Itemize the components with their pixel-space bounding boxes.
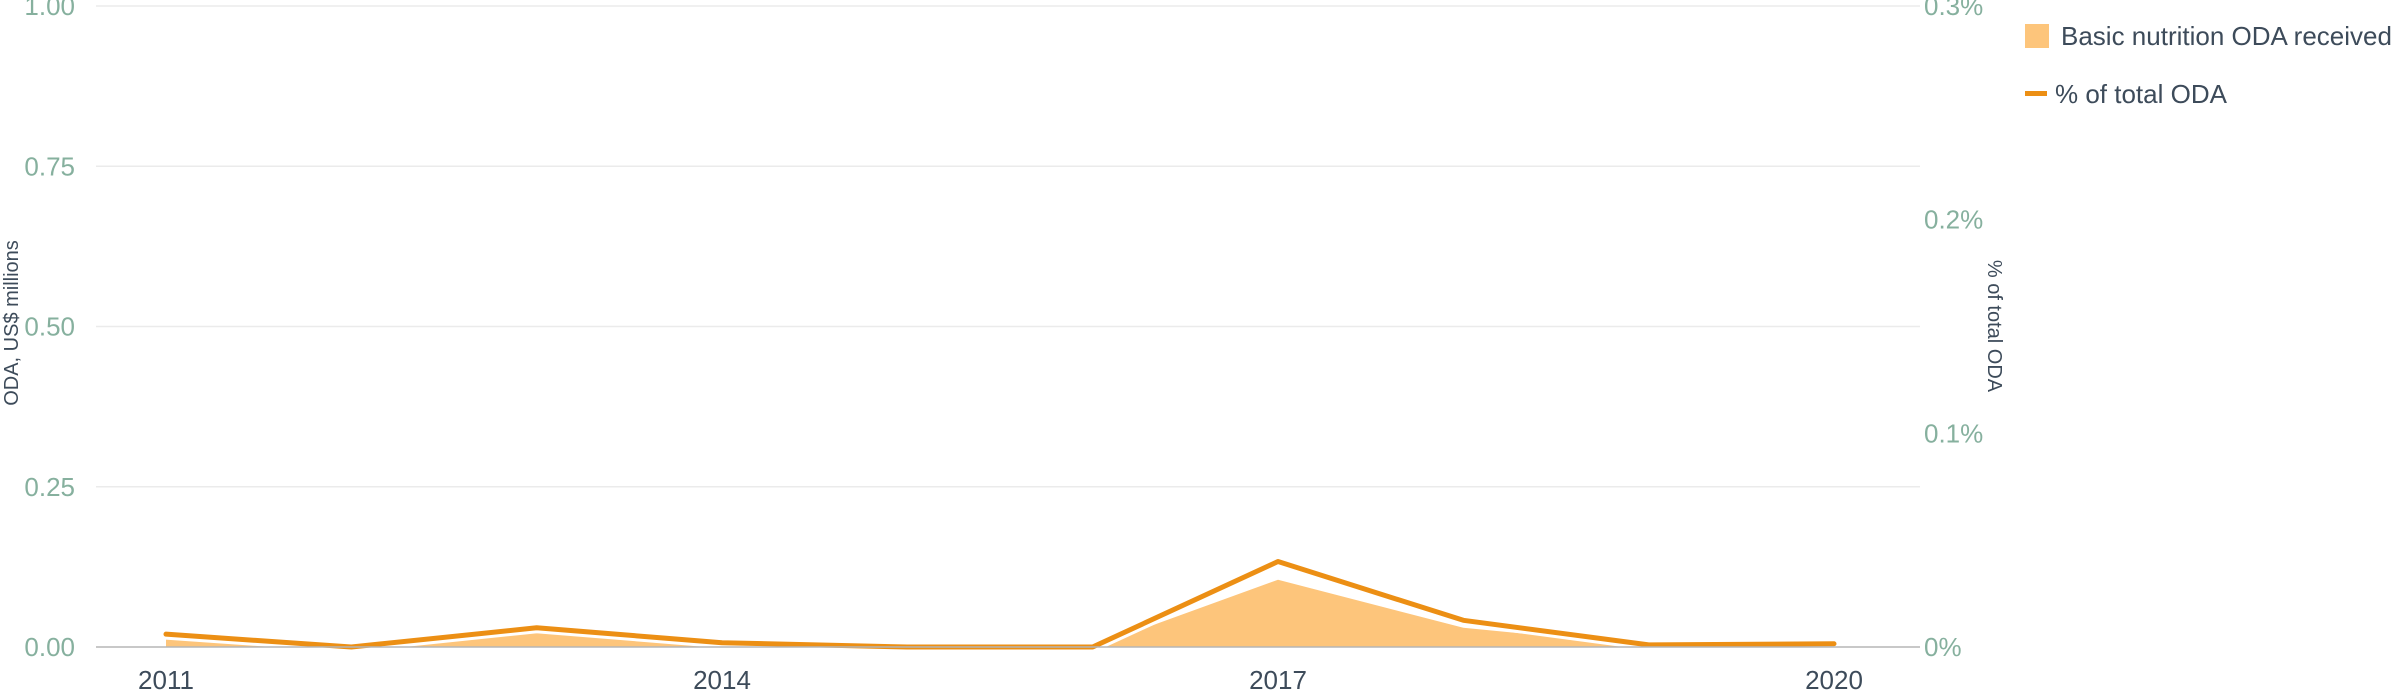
line-point[interactable] <box>1457 614 1469 626</box>
legend-area-label: Basic nutrition ODA received <box>2061 21 2392 51</box>
line-layer <box>160 556 1840 653</box>
legend-item-area[interactable]: Basic nutrition ODA received <box>2025 21 2392 51</box>
line-point[interactable] <box>1643 639 1655 651</box>
y-right-tick-label: 0.2% <box>1924 205 1983 235</box>
x-tick-label: 2017 <box>1249 665 1307 695</box>
line-point[interactable] <box>1828 638 1840 650</box>
y-right-tick-label: 0% <box>1924 632 1962 662</box>
y-right-tick-label: 0.1% <box>1924 418 1983 448</box>
y-axis-left-title: ODA, US$ millions <box>1 240 23 406</box>
x-tick-label: 2020 <box>1805 665 1863 695</box>
y-left-tick-label: 0.25 <box>24 472 75 502</box>
line-series-pct-total-oda[interactable] <box>163 559 1837 650</box>
legend-line-label: % of total ODA <box>2055 79 2228 109</box>
y-right-tick-label: 0.3% <box>1924 0 1983 21</box>
legend-line-swatch <box>2025 91 2047 96</box>
grid-layer <box>96 5 1920 488</box>
y-left-tick-label: 0.50 <box>24 312 75 342</box>
legend[interactable]: Basic nutrition ODA received % of total … <box>2025 21 2392 109</box>
line-point[interactable] <box>1272 556 1284 568</box>
x-tick-label: 2014 <box>693 665 751 695</box>
legend-area-swatch <box>2025 24 2049 48</box>
y-left-tick-label: 1.00 <box>24 0 75 21</box>
y-left-tick-label: 0.00 <box>24 632 75 662</box>
line-point[interactable] <box>160 628 172 640</box>
legend-item-line[interactable]: % of total ODA <box>2025 79 2228 109</box>
axis-layer: 0.00 0.25 0.50 0.75 1.00 0% 0.1% 0.2% 0.3% 2011 20… <box>24 0 1983 695</box>
y-left-tick-label: 0.75 <box>24 151 75 181</box>
y-axis-right-title: % of total ODA <box>1983 260 2005 393</box>
x-tick-label: 2011 <box>138 665 194 695</box>
area-layer <box>166 579 1834 647</box>
line-point[interactable] <box>531 622 543 634</box>
area-series-basic-nutrition[interactable] <box>166 579 1834 647</box>
